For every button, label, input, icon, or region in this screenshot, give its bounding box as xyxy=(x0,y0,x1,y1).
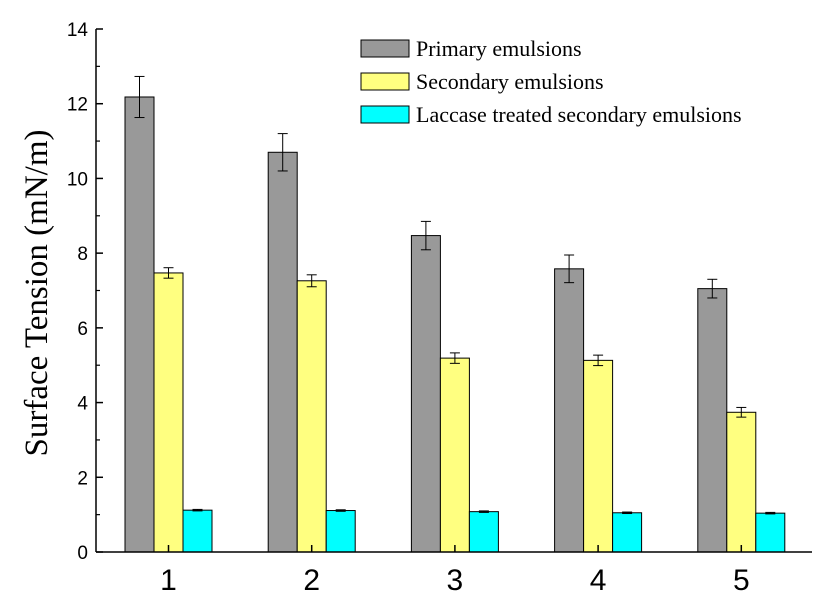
x-tick-label: 5 xyxy=(733,564,750,597)
bar xyxy=(153,272,184,553)
y-tick-labels: 0 2 4 6 8 10 12 14 xyxy=(67,20,89,564)
bar xyxy=(612,512,643,553)
y-tick-label: 10 xyxy=(67,169,88,190)
error-bars-group xyxy=(134,75,776,515)
y-tick-label: 6 xyxy=(77,319,88,340)
x-tick-label: 3 xyxy=(447,564,464,597)
x-tick-label: 2 xyxy=(303,564,320,597)
y-tick-label: 14 xyxy=(67,20,89,41)
legend-swatch xyxy=(360,105,410,124)
bar xyxy=(410,235,441,553)
y-axis-label: Surface Tension (mN/m) xyxy=(19,129,55,456)
bar xyxy=(439,357,470,553)
bar xyxy=(267,151,298,553)
legend-label: Secondary emulsions xyxy=(416,69,604,94)
legend-swatch xyxy=(360,72,410,91)
x-tick-label: 4 xyxy=(590,564,607,597)
y-tick-label: 2 xyxy=(77,468,88,489)
y-tick-label: 12 xyxy=(67,95,88,116)
bar xyxy=(697,288,728,553)
bar xyxy=(124,96,155,553)
legend-swatch xyxy=(360,39,410,58)
bar xyxy=(554,268,585,553)
bar xyxy=(583,359,614,553)
bar xyxy=(182,509,213,553)
y-tick-label: 0 xyxy=(77,543,88,564)
y-tick-label: 4 xyxy=(77,394,88,415)
y-tick-label: 8 xyxy=(77,244,88,265)
bar xyxy=(755,512,786,553)
bar xyxy=(296,280,327,553)
legend: Primary emulsions Secondary emulsions Lacc… xyxy=(360,36,742,127)
bars-group xyxy=(124,96,786,553)
legend-label: Laccase treated secondary emulsions xyxy=(416,102,742,127)
legend-label: Primary emulsions xyxy=(416,36,582,61)
bar xyxy=(325,510,356,553)
x-tick-label: 1 xyxy=(160,564,177,597)
axes-group xyxy=(95,28,812,553)
bar xyxy=(726,411,757,553)
bar xyxy=(468,511,499,553)
x-tick-labels: 1 2 3 4 5 xyxy=(160,564,749,597)
